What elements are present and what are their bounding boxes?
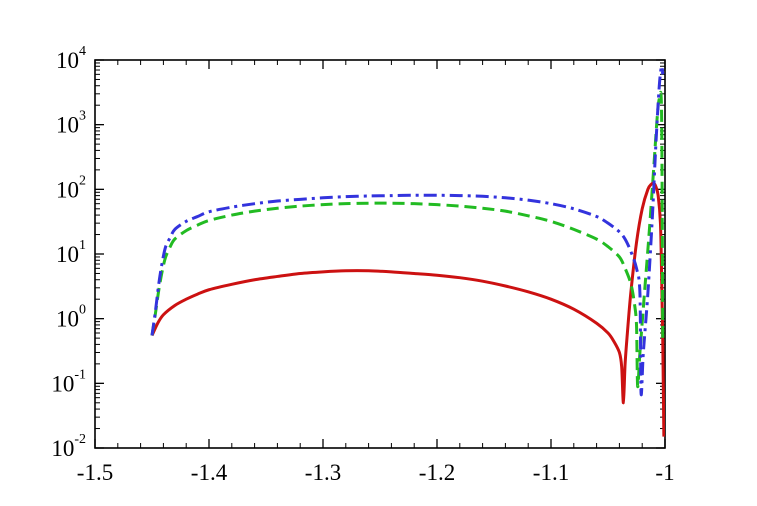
series-line-3 (150, 64, 665, 397)
x-tick-label: -1.3 (305, 460, 341, 485)
x-tick-label: -1 (655, 460, 674, 485)
y-tick-label-base: 10 (56, 48, 79, 73)
series-layer (150, 64, 665, 437)
x-tick-label: -1.4 (191, 460, 228, 485)
series-line-1 (150, 181, 665, 437)
plot-frame (94, 59, 666, 449)
y-tick-label-exponent: 3 (79, 109, 86, 124)
y-tick-label: 102 (56, 173, 86, 202)
y-tick-label: 103 (56, 109, 86, 138)
x-tick-label: -1.1 (533, 460, 569, 485)
y-tick-label-base: 10 (56, 242, 79, 267)
x-tick-label: -1.5 (77, 460, 113, 485)
y-tick-label-base: 10 (56, 177, 79, 202)
y-tick-label-base: 10 (51, 371, 74, 396)
y-tick-label-exponent: 2 (79, 173, 86, 188)
y-tick-label-exponent: 0 (79, 303, 86, 318)
y-tick-label: 10-2 (51, 432, 86, 461)
y-tick-label: 100 (56, 303, 86, 332)
y-tick-label-exponent: 4 (79, 44, 86, 59)
y-tick-label-base: 10 (56, 307, 79, 332)
y-tick-label: 10-1 (51, 367, 86, 396)
y-tick-label-base: 10 (51, 436, 74, 461)
x-tick-label: -1.2 (419, 460, 455, 485)
plot-area (94, 59, 666, 449)
y-tick-label: 104 (56, 44, 86, 73)
y-tick-label: 101 (56, 238, 86, 267)
y-tick-label-exponent: -1 (74, 367, 86, 382)
y-tick-label-exponent: -2 (74, 432, 86, 447)
x-axis: -1.5 -1.4 -1.3 -1.2 -1.1 -1 (77, 60, 675, 485)
series-line-2 (150, 90, 665, 389)
y-tick-label-exponent: 1 (79, 238, 86, 253)
y-tick-label-base: 10 (56, 113, 79, 138)
